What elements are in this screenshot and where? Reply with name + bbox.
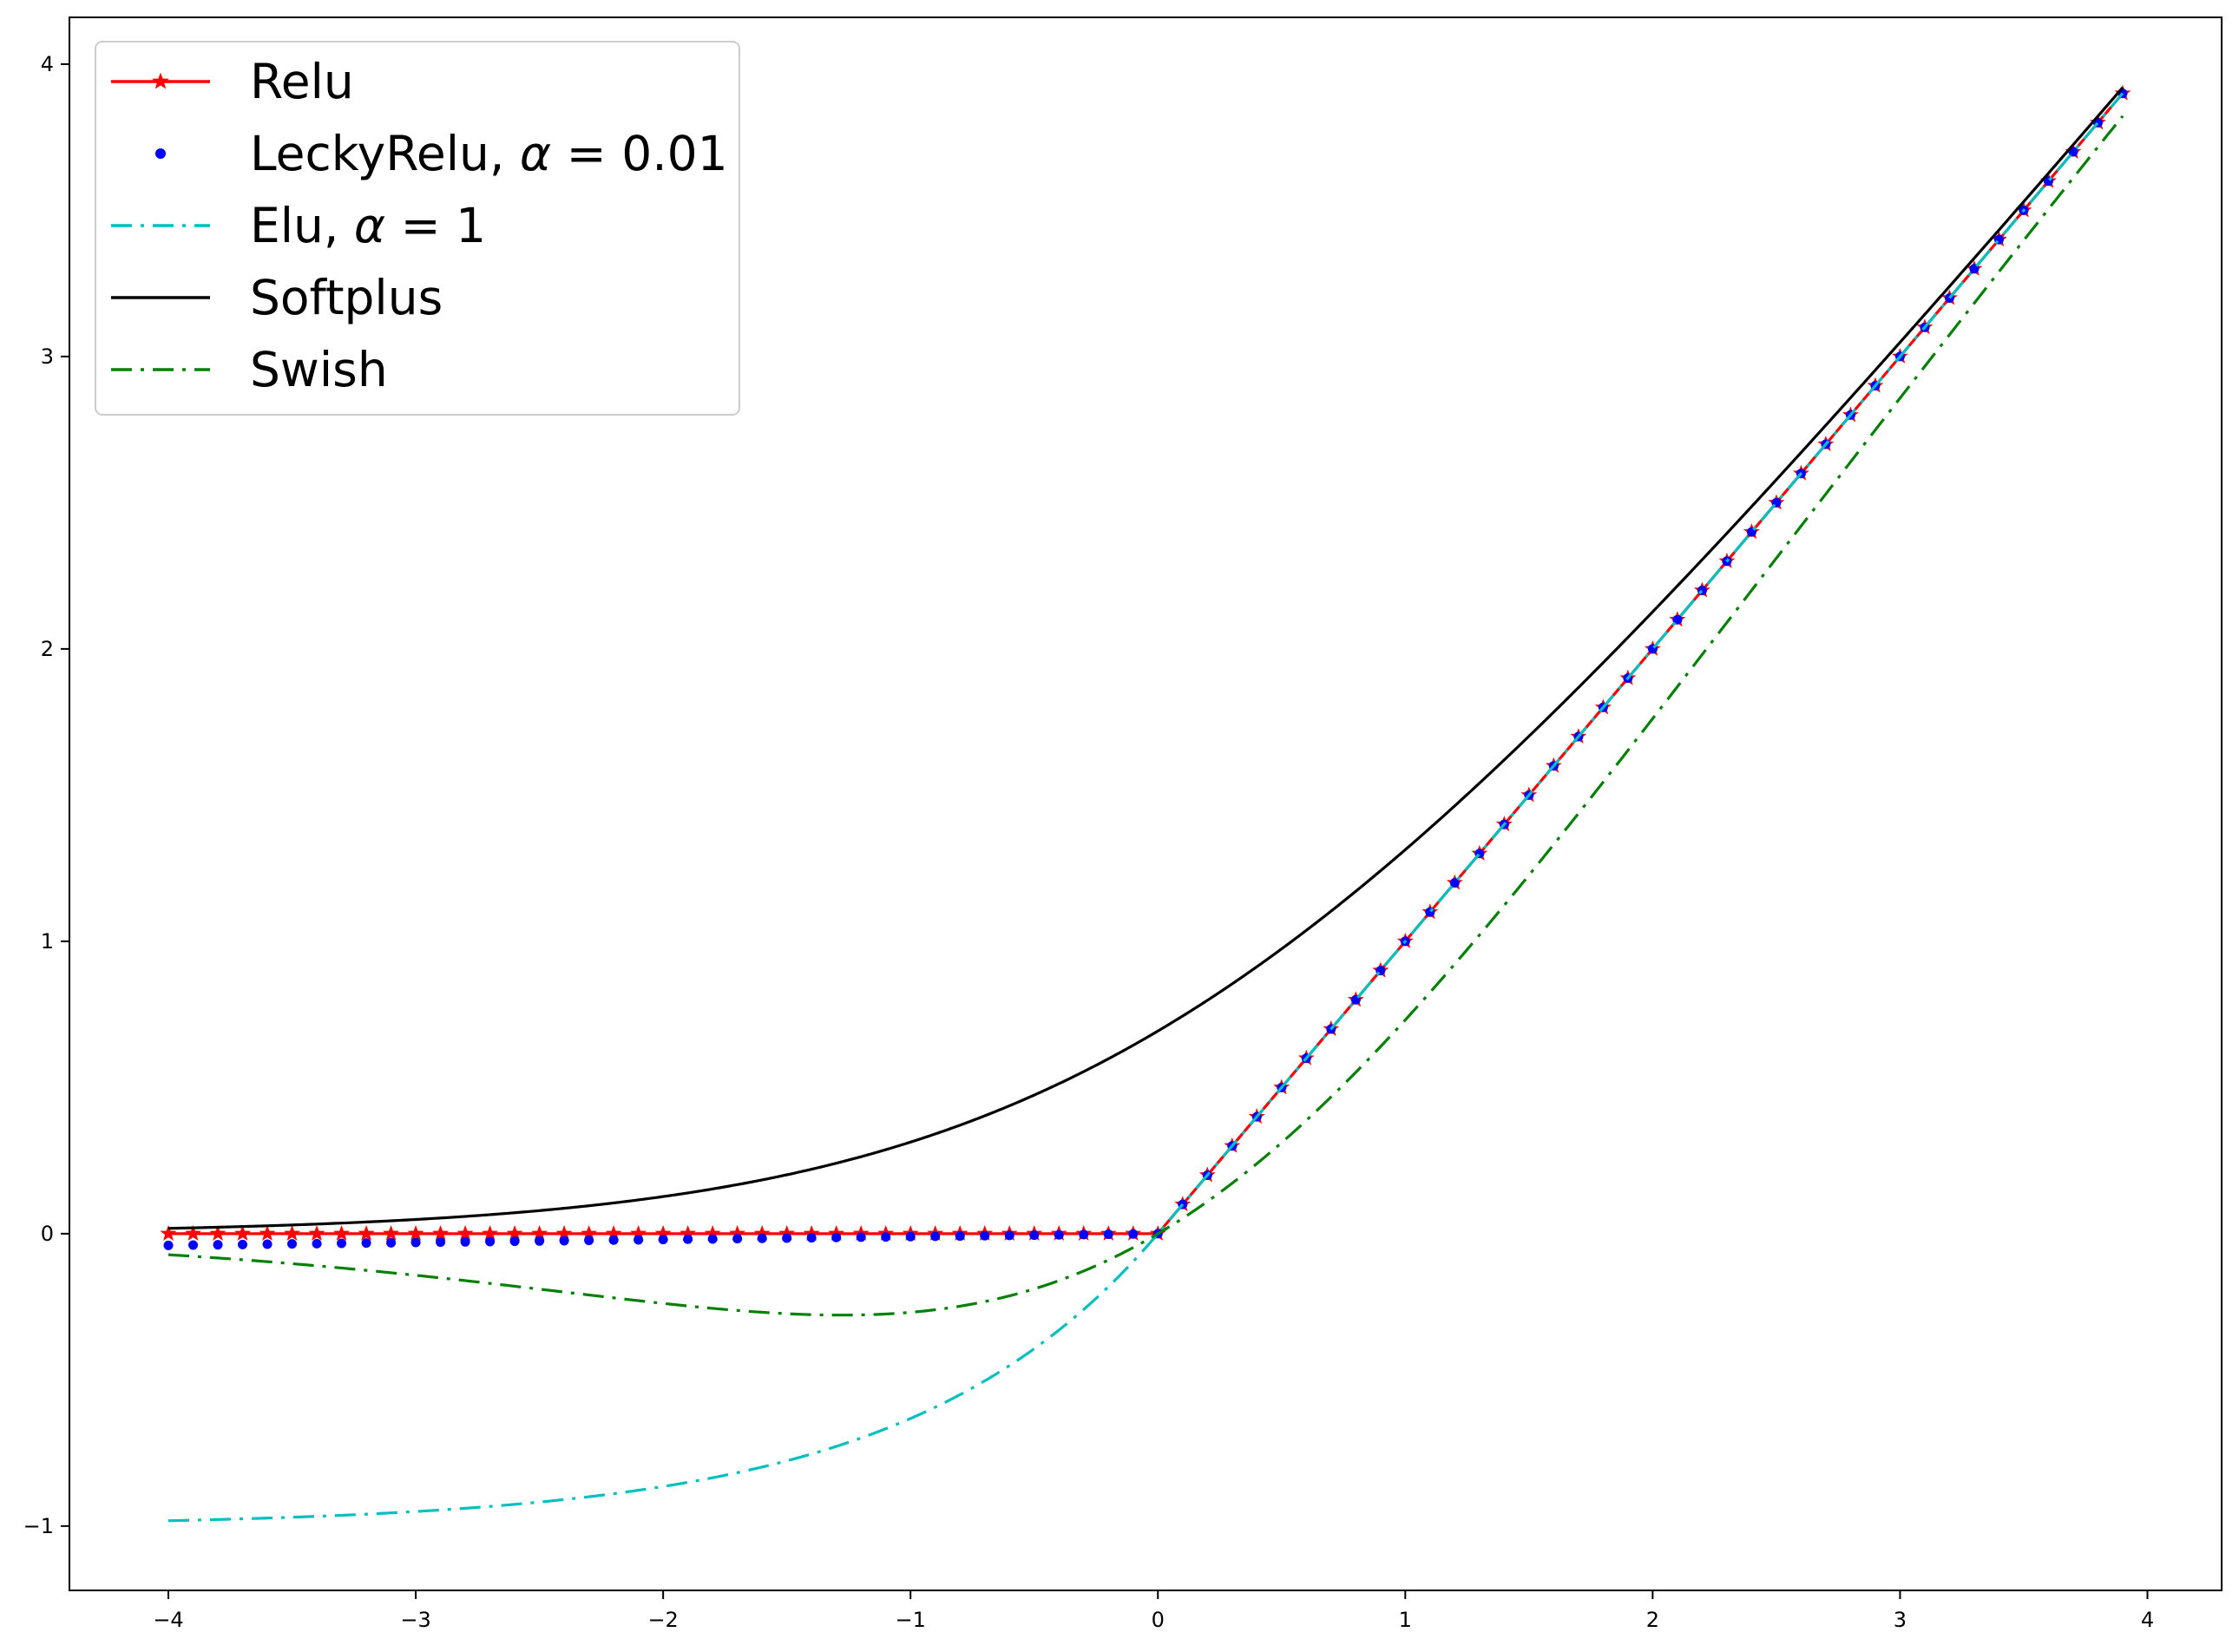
leaky-relu-point-4 (262, 1239, 272, 1249)
leaky-relu-point-29 (881, 1232, 891, 1242)
leaky-relu-point-15 (535, 1236, 545, 1246)
leaky-relu-point-52 (1449, 877, 1460, 888)
legend-box (95, 41, 740, 416)
legend-entry-relu: Relu (111, 54, 354, 109)
leaky-relu-point-3 (238, 1239, 248, 1249)
legend-label-swish: Swish (250, 342, 388, 397)
series-line-elu (167, 92, 2124, 1523)
y-tick-label-3: 2 (41, 637, 54, 661)
legend-label-elu: Elu, α = 1 (250, 198, 486, 253)
leaky-relu-point-16 (559, 1236, 569, 1246)
legend-entry-leaky: LeckyRelu, α = 0.01 (155, 126, 728, 181)
leaky-relu-point-62 (1697, 586, 1707, 595)
relu-marker-2 (209, 1224, 227, 1241)
legend-entry-swish: Swish (111, 342, 388, 397)
leaky-relu-point-21 (683, 1234, 693, 1244)
series-line-softplus (167, 86, 2124, 1230)
leaky-relu-point-23 (732, 1234, 743, 1244)
x-tick-label-4: 0 (1152, 1608, 1165, 1632)
leaky-relu-point-33 (980, 1230, 990, 1241)
x-tick-label-8: 4 (2141, 1608, 2154, 1632)
leaky-relu-point-7 (337, 1238, 347, 1249)
leaky-relu-point-36 (1054, 1229, 1064, 1240)
legend-label-leaky: LeckyRelu, α = 0.01 (250, 126, 728, 181)
relu-marker-6 (308, 1224, 325, 1241)
relu-marker-0 (160, 1224, 177, 1241)
leaky-relu-point-35 (1029, 1230, 1040, 1241)
y-tick-label-0: −1 (23, 1514, 54, 1538)
leaky-relu-point-22 (707, 1234, 718, 1244)
y-tick-label-4: 3 (41, 344, 54, 369)
leaky-relu-point-2 (213, 1240, 223, 1250)
plot-layer (160, 84, 2131, 1523)
leaky-relu-point-30 (905, 1231, 916, 1242)
relu-marker-1 (185, 1224, 201, 1241)
y-tick-label-2: 1 (41, 929, 54, 954)
axes-frame (69, 16, 2223, 1591)
legend-entry-elu: Elu, α = 1 (111, 198, 486, 253)
x-tick-label-3: −1 (896, 1608, 926, 1632)
x-tick-label-5: 1 (1399, 1608, 1412, 1632)
leaky-relu-point-13 (485, 1236, 496, 1247)
leaky-relu-point-31 (930, 1231, 941, 1242)
leaky-relu-point-10 (410, 1237, 421, 1248)
leaky-relu-point-73 (1969, 264, 1980, 274)
leaky-relu-point-61 (1672, 614, 1683, 625)
leaky-relu-point-14 (509, 1236, 520, 1247)
leaky-relu-point-19 (634, 1235, 644, 1245)
leaky-relu-point-38 (1103, 1229, 1113, 1240)
relu-marker-10 (407, 1224, 424, 1241)
leaky-relu-point-0 (163, 1240, 174, 1250)
leaky-relu-point-20 (658, 1235, 668, 1245)
series-line-swish (167, 115, 2124, 1317)
leaky-relu-point-37 (1079, 1229, 1089, 1240)
legend: Relu LeckyRelu, α = 0.01 Elu, α = 1 Softplu… (95, 41, 740, 416)
y-tick-label-1: 0 (41, 1222, 54, 1246)
leaky-relu-point-11 (436, 1237, 446, 1248)
legend-marker-leaky (155, 148, 166, 159)
leaky-relu-point-25 (782, 1233, 792, 1243)
leaky-relu-point-8 (361, 1238, 371, 1249)
leaky-relu-point-34 (1004, 1230, 1014, 1241)
relu-marker-13 (482, 1224, 499, 1241)
leaky-relu-point-24 (757, 1233, 767, 1243)
relu-marker-11 (432, 1224, 450, 1241)
relu-marker-3 (234, 1224, 251, 1241)
leaky-relu-point-1 (188, 1240, 199, 1250)
x-tick-label-1: −3 (400, 1608, 430, 1632)
relu-marker-5 (284, 1224, 300, 1241)
leaky-relu-point-17 (584, 1236, 594, 1246)
leaky-relu-point-18 (608, 1235, 619, 1245)
leaky-relu-point-28 (856, 1232, 866, 1242)
relu-marker-9 (383, 1224, 400, 1241)
leaky-relu-point-5 (287, 1239, 298, 1249)
x-tick-label-6: 2 (1646, 1608, 1659, 1632)
x-tick-label-7: 3 (1894, 1608, 1907, 1632)
relu-marker-4 (259, 1224, 276, 1241)
leaky-relu-point-26 (806, 1233, 817, 1243)
leaky-relu-point-39 (1128, 1229, 1139, 1239)
leaky-relu-point-6 (312, 1238, 322, 1249)
relu-marker-12 (456, 1224, 474, 1241)
legend-label-softplus: Softplus (250, 270, 443, 325)
leaky-relu-point-27 (831, 1232, 842, 1242)
leaky-relu-point-9 (386, 1237, 397, 1248)
relu-marker-8 (358, 1224, 375, 1241)
ticks-layer: −4 −3 −2 −1 0 1 2 3 4 −1 0 1 2 3 4 (23, 52, 2155, 1632)
legend-marker-relu (152, 72, 169, 89)
leaky-relu-point-51 (1425, 907, 1435, 917)
leaky-relu-point-32 (955, 1231, 965, 1242)
x-tick-label-2: −2 (647, 1608, 678, 1632)
relu-marker-7 (333, 1224, 351, 1241)
y-tick-label-5: 4 (41, 52, 54, 76)
legend-entry-softplus: Softplus (111, 270, 443, 325)
leaky-relu-point-12 (460, 1236, 470, 1247)
legend-label-relu: Relu (250, 54, 354, 109)
x-tick-label-0: −4 (153, 1608, 183, 1632)
